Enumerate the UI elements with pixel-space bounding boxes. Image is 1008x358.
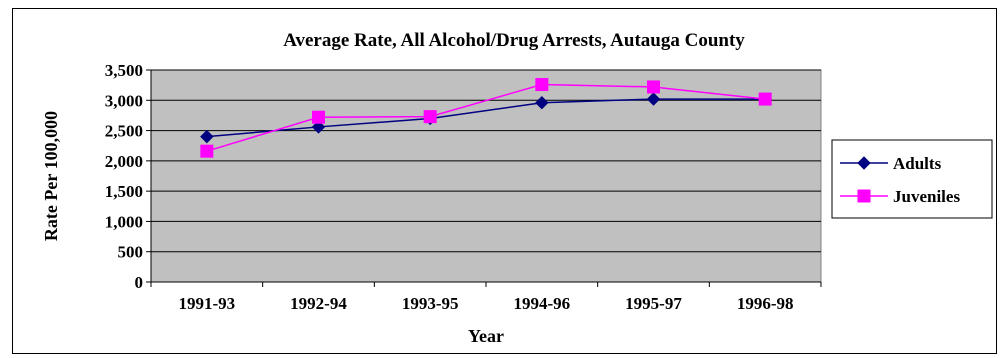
data-point-juveniles [312, 110, 325, 124]
y-tick-label: 2,000 [105, 152, 143, 171]
y-tick-label: 1,000 [105, 212, 143, 231]
legend-marker-juveniles [857, 189, 871, 203]
x-tick-label: 1991-93 [178, 294, 235, 313]
x-tick-label: 1992-94 [290, 294, 347, 313]
series-layer [200, 78, 772, 158]
y-tick-label: 2,500 [105, 122, 143, 141]
series-line-adults [206, 98, 766, 138]
x-axis-ticks: 1991-93 1992-94 1993-95 1994-96 1995-97 1996-… [150, 282, 822, 313]
y-axis-ticks: 0 500 1,000 1,500 2,000 2,500 3,000 3,500 [105, 61, 151, 292]
x-tick-label: 1993-95 [402, 294, 459, 313]
plot-area [150, 69, 822, 283]
data-point-adults [646, 92, 661, 106]
data-point-juveniles [423, 110, 437, 124]
x-tick-label: 1996-98 [737, 294, 794, 313]
y-tick-label: 3,500 [105, 61, 143, 80]
legend-label-adults: Adults [893, 154, 942, 173]
series-juveniles [200, 78, 772, 158]
y-tick-label: 3,000 [105, 91, 143, 110]
y-axis-title: Rate Per 100,000 [41, 111, 61, 241]
y-tick-label: 1,500 [105, 182, 143, 201]
series-adults [200, 92, 772, 144]
y-tick-label: 0 [135, 273, 144, 292]
data-point-adults [535, 96, 549, 110]
data-point-adults [311, 120, 326, 134]
legend: Adults Juveniles [840, 154, 960, 206]
data-point-juveniles [200, 144, 214, 158]
x-tick-label: 1995-97 [625, 294, 682, 313]
legend-label-juveniles: Juveniles [893, 187, 960, 206]
x-tick-label: 1994-96 [513, 294, 570, 313]
chart-title: Average Rate, All Alcohol/Drug Arrests, … [283, 30, 745, 51]
x-axis-title: Year [468, 326, 504, 346]
series-line-juveniles [206, 83, 766, 152]
legend-box [831, 139, 993, 219]
legend-marker-adults [857, 156, 871, 170]
y-tick-label: 500 [118, 243, 144, 262]
data-point-adults [200, 129, 214, 144]
data-point-juveniles [535, 78, 549, 92]
data-point-juveniles [758, 92, 772, 106]
data-point-juveniles [647, 80, 660, 94]
